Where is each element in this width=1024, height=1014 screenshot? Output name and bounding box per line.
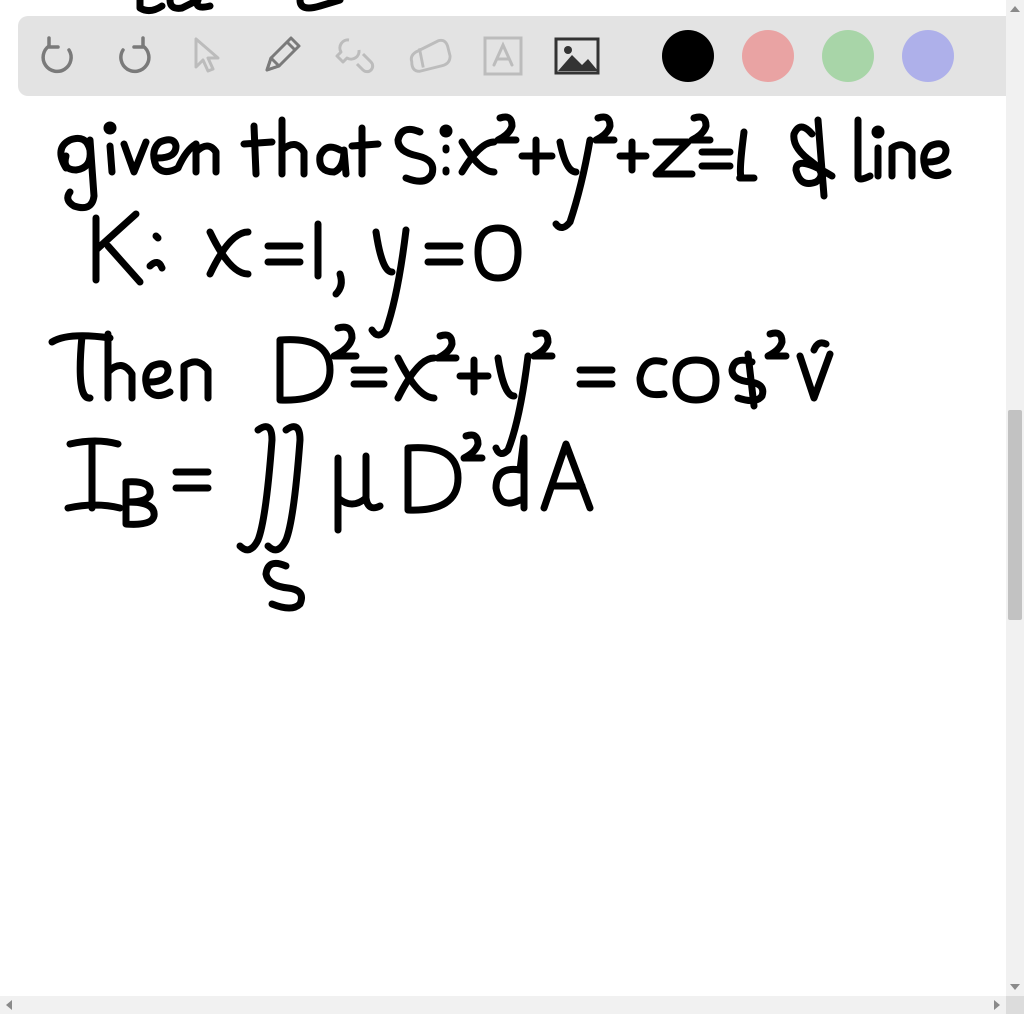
text-tool-button[interactable] <box>480 33 526 79</box>
chevron-right-icon <box>994 1000 1000 1010</box>
pen-tool-button[interactable] <box>258 33 304 79</box>
scroll-left-button[interactable] <box>0 996 18 1014</box>
drawing-canvas[interactable] <box>0 0 1006 996</box>
scroll-down-button[interactable] <box>1006 978 1024 996</box>
eraser-tool-button[interactable] <box>406 33 452 79</box>
pointer-icon <box>188 35 226 77</box>
scrollbar-corner <box>1006 996 1024 1014</box>
color-swatch-black[interactable] <box>662 30 714 82</box>
redo-icon <box>113 36 153 76</box>
image-tool-button[interactable] <box>554 33 600 79</box>
pen-icon <box>259 34 303 78</box>
tools-settings-button[interactable] <box>332 33 378 79</box>
chevron-left-icon <box>6 1000 12 1010</box>
horizontal-scrollbar[interactable] <box>0 996 1006 1014</box>
color-swatch-red[interactable] <box>742 30 794 82</box>
text-icon <box>482 35 524 77</box>
color-swatch-green[interactable] <box>822 30 874 82</box>
image-icon <box>554 37 600 75</box>
pointer-tool-button[interactable] <box>184 33 230 79</box>
color-swatch-purple[interactable] <box>902 30 954 82</box>
chevron-down-icon <box>1010 984 1020 990</box>
whiteboard-app <box>0 0 1024 1014</box>
undo-button[interactable] <box>36 33 82 79</box>
scroll-up-button[interactable] <box>1006 0 1024 18</box>
vertical-scrollbar-thumb[interactable] <box>1008 410 1022 620</box>
vertical-scrollbar[interactable] <box>1006 0 1024 996</box>
toolbar <box>18 16 1020 96</box>
scroll-right-button[interactable] <box>988 996 1006 1014</box>
chevron-up-icon <box>1010 6 1020 12</box>
eraser-icon <box>406 36 452 76</box>
redo-button[interactable] <box>110 33 156 79</box>
undo-icon <box>39 36 79 76</box>
wrench-icon <box>333 34 377 78</box>
